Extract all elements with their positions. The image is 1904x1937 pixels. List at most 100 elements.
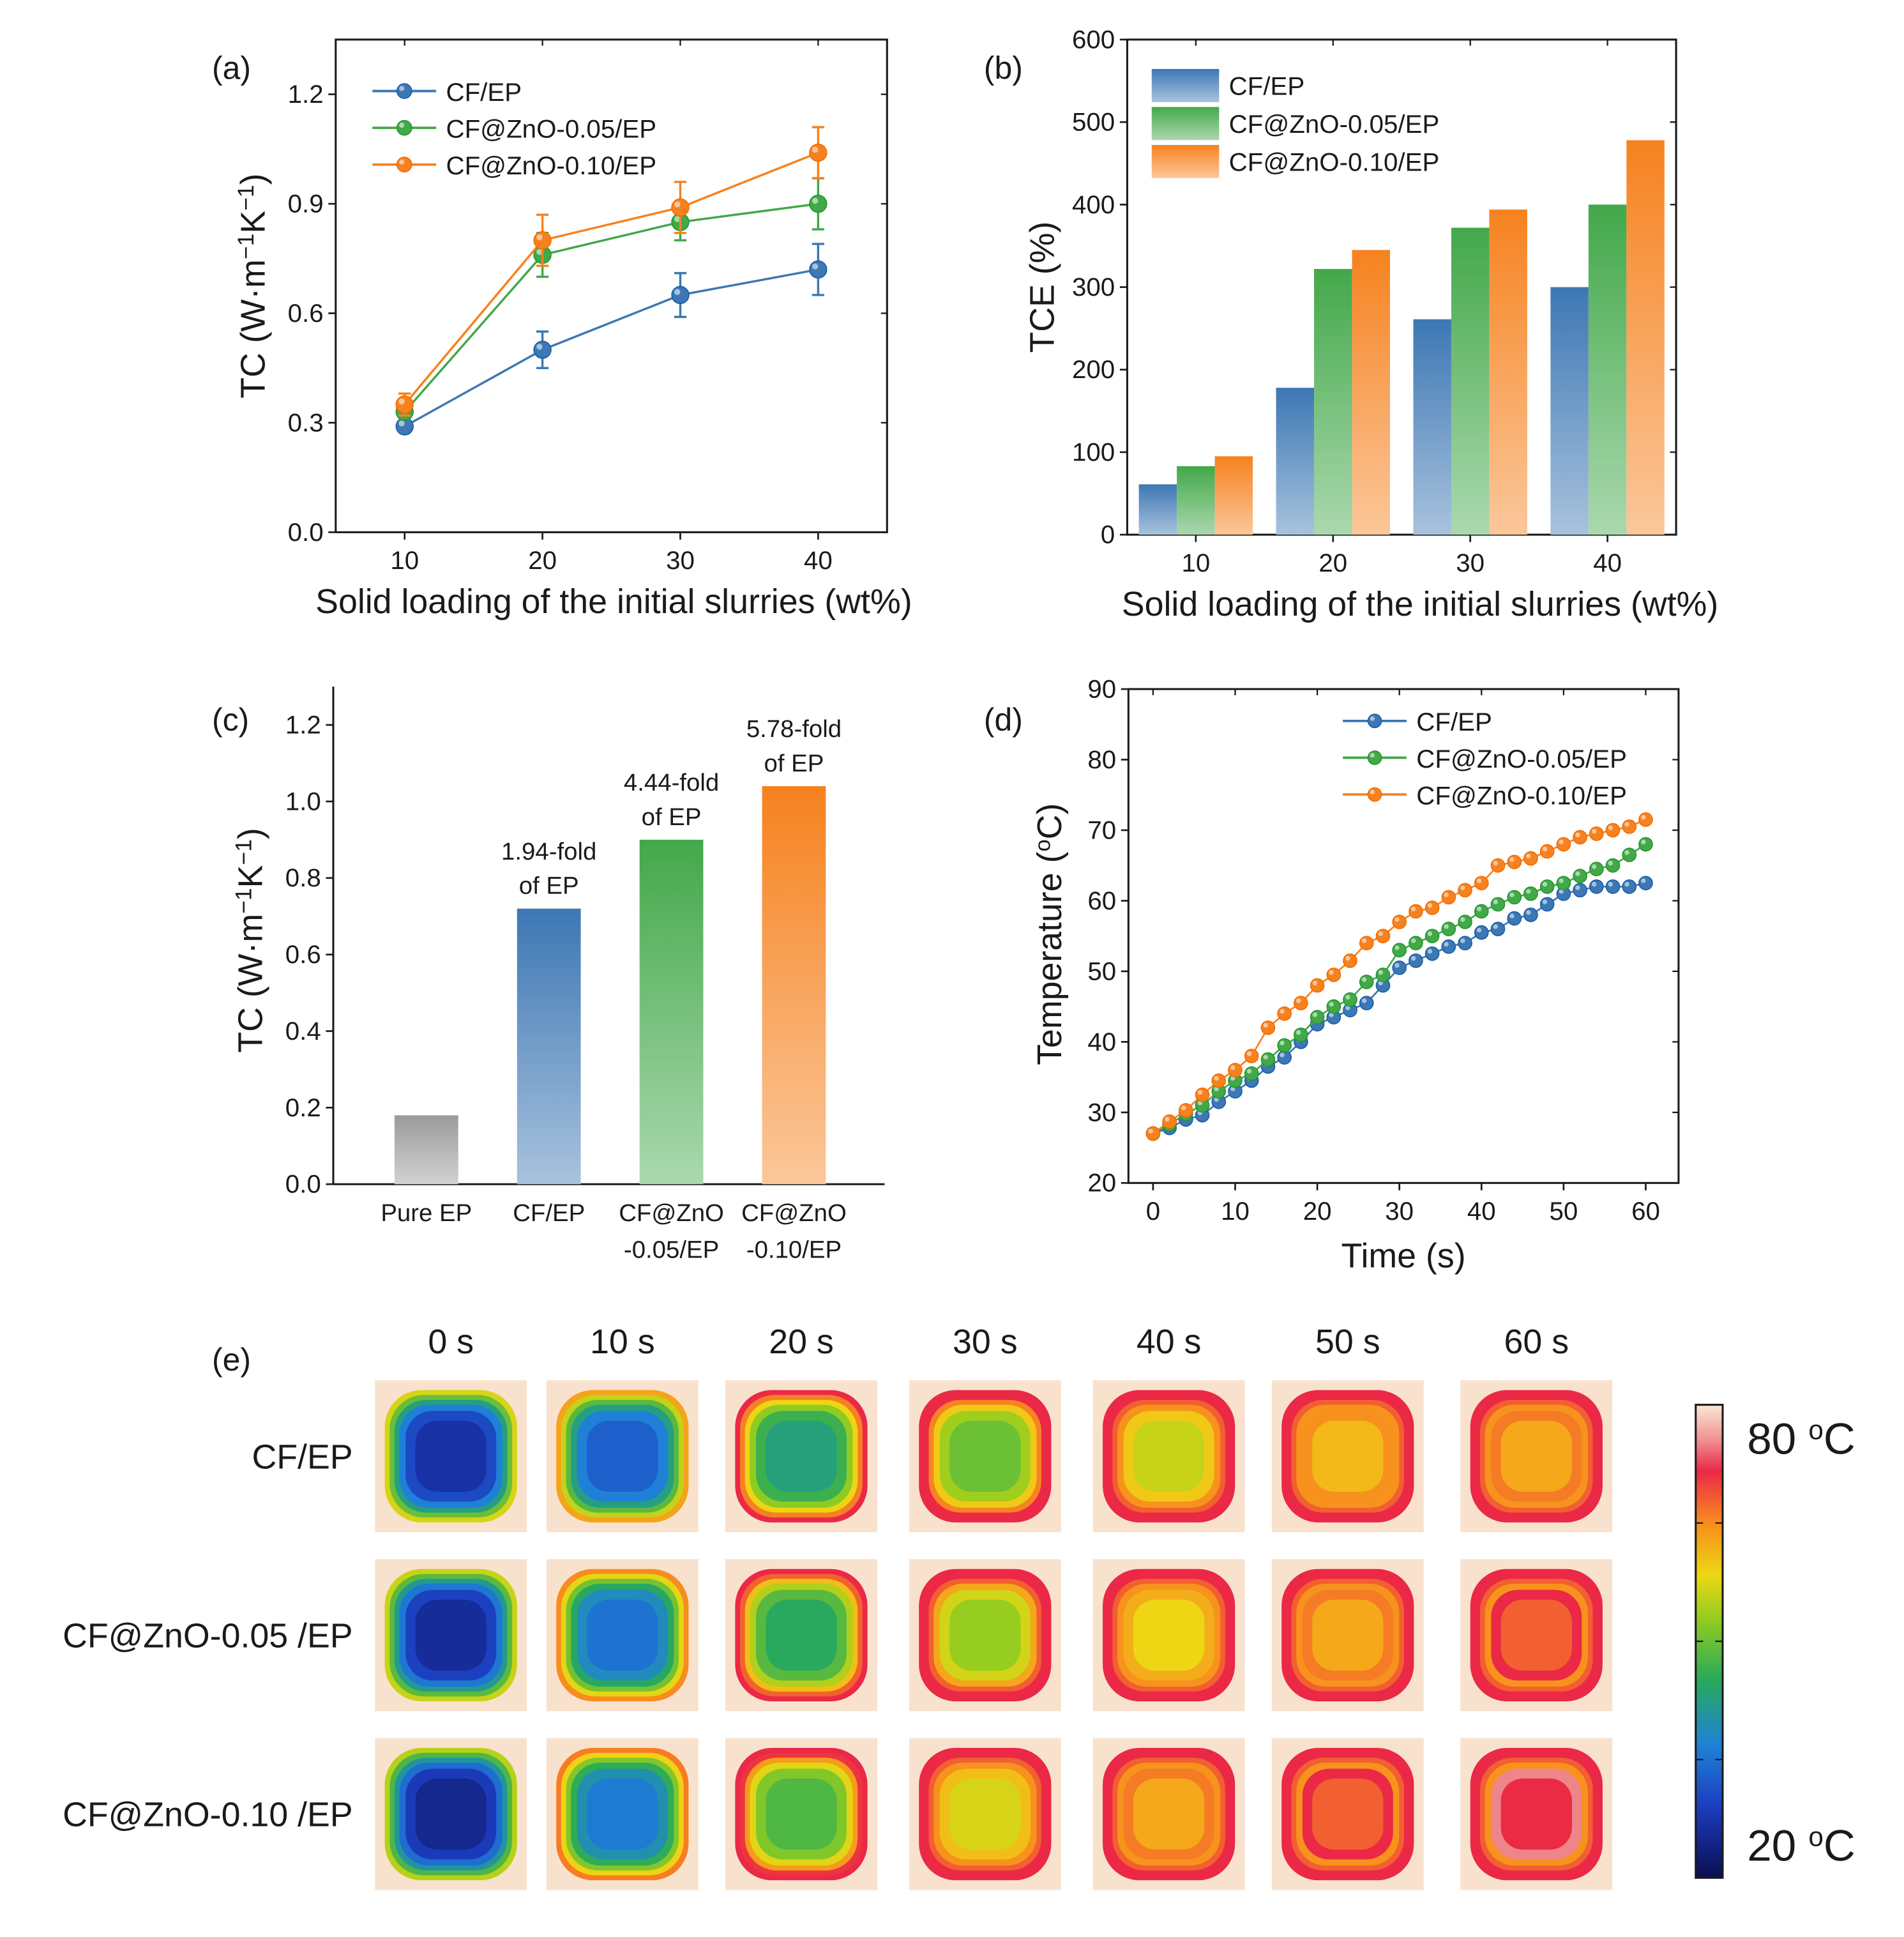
y-tick-label: 90 [1087,674,1116,703]
data-point [1638,876,1653,891]
point-highlight [1641,839,1646,845]
bar [1413,319,1451,535]
point-highlight [1394,945,1400,950]
point-highlight [1370,753,1375,758]
panel-label: (d) [984,702,1023,738]
y-label-sup: o [1031,839,1055,851]
point-highlight [1476,906,1482,911]
point-highlight [1575,871,1580,876]
data-point [1605,858,1621,873]
point-highlight [1591,829,1597,834]
point-highlight [674,216,681,222]
thermal-image [909,1559,1061,1712]
data-point [1458,915,1472,929]
bar [1138,484,1177,535]
data-point [1277,1050,1292,1065]
point-highlight [1246,1068,1252,1074]
sample-label: CF@ZnO-0.05 /EP [63,1617,353,1655]
point-highlight [1312,980,1318,985]
legend-swatch [1151,144,1220,178]
thermal-core [1312,1599,1384,1671]
data-point [1162,1114,1177,1129]
legend-label: CF@ZnO-0.10/EP [446,151,656,180]
point-highlight [1624,881,1629,887]
thermal-image [546,1738,699,1890]
y-label-part: K [234,211,272,234]
x-category-label: CF@ZnO [619,1199,724,1227]
colorbar-label: 20 oC [1747,1820,1855,1870]
point-highlight [1526,853,1531,859]
point-highlight [1493,924,1499,929]
data-point [1179,1103,1193,1118]
colorbar-label-unit: C [1824,1413,1855,1463]
colorbar-label-sup: o [1808,1415,1823,1445]
point-highlight [1427,903,1433,908]
y-label-part: TC (W·m [234,259,272,399]
thermal-core [1133,1599,1205,1671]
data-point [1507,911,1522,926]
data-point [1359,936,1374,951]
data-point [1490,922,1506,936]
point-highlight [1329,1001,1334,1007]
x-tick-label: 20 [528,546,557,575]
data-point [1441,939,1456,954]
thermal-core [766,1778,837,1850]
thermal-image [1092,1738,1245,1890]
data-point [1474,876,1489,891]
y-label-part: TC (W·m [232,914,270,1053]
point-highlight [536,248,543,255]
thermal-image [375,1738,527,1890]
point-highlight [1509,892,1515,897]
bar [1489,209,1527,535]
thermal-core [1312,1778,1384,1850]
point-highlight [1575,885,1580,890]
data-point [1424,946,1440,961]
point-highlight [1329,970,1334,975]
thermal-core [587,1420,658,1492]
time-label: 50 s [1315,1323,1380,1361]
point-highlight [1460,938,1465,943]
point-highlight [1608,825,1613,830]
data-point [1310,978,1325,993]
data-point [1622,847,1637,862]
data-point [1244,1066,1259,1081]
thermal-image [725,1559,877,1712]
point-highlight [812,146,819,153]
colorbar-label-unit: C [1824,1820,1855,1870]
point-highlight [1345,994,1350,1000]
y-tick-label: 200 [1072,355,1115,384]
thermal-core [766,1420,837,1492]
x-axis-label: Solid loading of the initial slurries (w… [1122,585,1719,623]
legend-label: CF@ZnO-0.05/EP [446,114,656,143]
data-point [1409,953,1423,968]
x-tick-label: 30 [666,546,695,575]
legend-marker [1367,713,1382,729]
plot-frame [335,38,888,533]
data-point [1605,823,1621,838]
data-point [1392,943,1407,958]
panel-b: 0 100 200 300 400 500 600 10 20 30 40 Solid loading… [984,25,1718,623]
x-tick-label: 10 [1221,1197,1250,1226]
data-point [1424,900,1440,915]
data-point [1458,883,1472,898]
legend-swatch [1151,69,1220,102]
point-highlight [1296,998,1301,1003]
thermal-image [1092,1559,1245,1712]
y-tick-label: 30 [1087,1098,1116,1127]
bar [1550,287,1589,535]
time-label: 10 s [590,1323,655,1361]
bar [639,839,704,1185]
thermal-core [415,1599,487,1671]
data-point [1424,929,1440,943]
point-highlight [1214,1075,1219,1081]
point-highlight [1460,885,1465,890]
point-highlight [536,344,543,350]
thermal-image [1460,1738,1613,1890]
point-highlight [536,234,543,241]
thermal-core [587,1778,658,1850]
point-highlight [1280,1040,1285,1045]
point-highlight [1197,1090,1203,1095]
bar-annotation: of EP [642,803,702,831]
legend-label: CF@ZnO-0.10/EP [1416,781,1627,810]
data-point [1589,879,1604,894]
